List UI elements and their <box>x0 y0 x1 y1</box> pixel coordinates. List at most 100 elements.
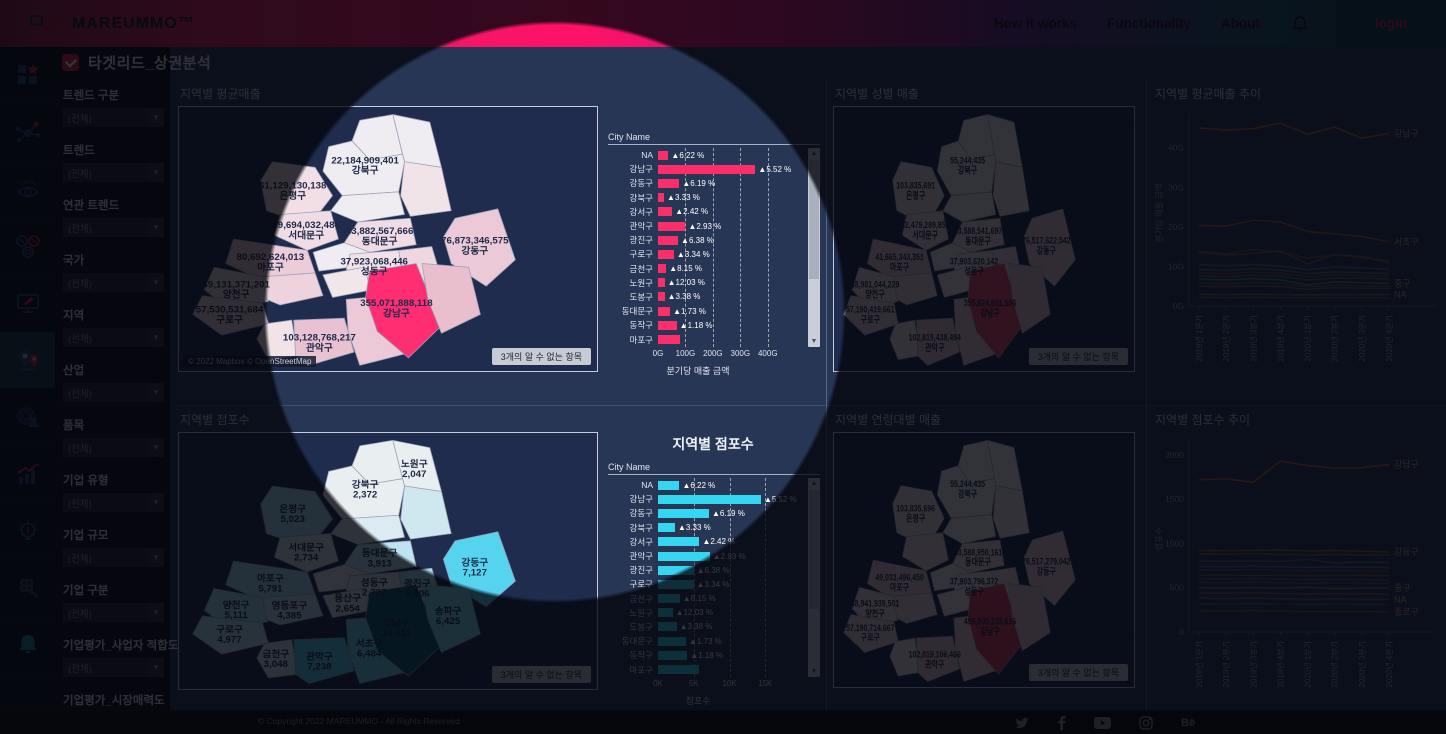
map-attribution[interactable]: © 2022 Mapbox © OpenStreetMap <box>183 356 317 367</box>
bar[interactable] <box>658 551 710 561</box>
sidebar-item-alerts[interactable] <box>0 617 55 674</box>
trend-line-NA[interactable] <box>1198 597 1390 601</box>
vertical-scrollbar[interactable]: ▲ ▼ <box>808 148 820 347</box>
filter-dropdown[interactable]: (전체) ▾ <box>63 438 164 457</box>
caret-down-icon[interactable]: ▾ <box>148 603 164 622</box>
district-seodaemun[interactable] <box>902 532 949 572</box>
trend-line[interactable] <box>1198 602 1390 606</box>
filter-dropdown[interactable]: (전체) ▾ <box>63 108 164 127</box>
district-jungnang[interactable] <box>400 485 452 540</box>
district-yeongdeungpo[interactable] <box>893 272 938 306</box>
bar[interactable] <box>658 650 688 660</box>
trend-line[interactable] <box>1198 569 1390 572</box>
sidebar-item-growth[interactable] <box>0 446 55 503</box>
bar[interactable] <box>658 622 677 632</box>
caret-down-icon[interactable]: ▾ <box>148 383 164 402</box>
sidebar-item-watch[interactable] <box>0 161 55 218</box>
district-seongbuk[interactable] <box>330 191 406 223</box>
bar[interactable] <box>658 164 756 174</box>
sidebar-item-trend-network[interactable] <box>0 104 55 161</box>
sidebar-item-identity[interactable] <box>0 389 55 446</box>
bar[interactable] <box>658 508 709 518</box>
filter-dropdown[interactable]: (전체) ▾ <box>63 548 164 567</box>
caret-down-icon[interactable]: ▾ <box>148 493 164 512</box>
filter-dropdown[interactable]: (전체) ▾ <box>63 273 164 292</box>
bar[interactable] <box>658 150 669 160</box>
caret-down-icon[interactable]: ▾ <box>148 108 164 127</box>
bar[interactable] <box>658 320 677 330</box>
bar[interactable] <box>658 594 680 604</box>
bar[interactable] <box>658 178 680 188</box>
caret-down-icon[interactable]: ▾ <box>148 328 164 347</box>
trend-line-강남구[interactable] <box>1198 460 1390 484</box>
unknown-items-badge[interactable]: 3개의 알 수 없는 항목 <box>1028 664 1128 681</box>
trend-line[interactable] <box>1198 263 1390 271</box>
filter-dropdown[interactable]: (전체) ▾ <box>63 328 164 347</box>
bar[interactable] <box>658 523 675 533</box>
district-jungnang[interactable] <box>992 161 1030 217</box>
trend-line[interactable] <box>1198 296 1390 299</box>
bar[interactable] <box>658 264 667 274</box>
nav-item-about[interactable]: About <box>1221 16 1260 31</box>
bar[interactable] <box>658 579 694 589</box>
vertical-scrollbar[interactable]: ▲ ▼ <box>808 478 820 677</box>
login-button[interactable]: login <box>1336 0 1446 47</box>
bar[interactable] <box>658 494 761 504</box>
youtube-icon[interactable] <box>1094 717 1111 729</box>
bar[interactable] <box>658 608 673 618</box>
filter-dropdown[interactable]: (전체) ▾ <box>63 218 164 237</box>
trend-line[interactable] <box>1198 565 1390 569</box>
trend-line-서초구[interactable] <box>1198 219 1390 243</box>
district-yeongdeungpo[interactable] <box>262 272 324 306</box>
bar[interactable] <box>658 306 671 316</box>
district-yeongdeungpo[interactable] <box>893 592 938 624</box>
filter-dropdown[interactable]: (전체) ▾ <box>63 163 164 182</box>
bar[interactable] <box>658 221 686 231</box>
notification-bell-icon[interactable] <box>1290 14 1310 34</box>
sidebar-item-insight[interactable]: ! <box>0 503 55 560</box>
sidebar-item-search[interactable] <box>0 560 55 617</box>
filter-dropdown[interactable]: (전체) ▾ <box>63 383 164 402</box>
trend-line-NA[interactable] <box>1198 293 1389 296</box>
filter-dropdown[interactable]: (전체) ▾ <box>63 658 164 677</box>
sidebar-item-process[interactable] <box>0 218 55 275</box>
app-logo[interactable]: MAREUMMO™ <box>30 13 195 35</box>
bar[interactable] <box>658 335 681 345</box>
bar[interactable] <box>658 537 700 547</box>
caret-down-icon[interactable]: ▾ <box>148 273 164 292</box>
trend-line[interactable] <box>1198 574 1390 577</box>
unknown-items-badge[interactable]: 3개의 알 수 없는 항목 <box>1028 348 1128 365</box>
sidebar-item-report[interactable] <box>0 275 55 332</box>
district-seongbuk[interactable] <box>330 514 406 545</box>
facebook-icon[interactable] <box>1058 716 1066 730</box>
filter-dropdown[interactable]: (전체) ▾ <box>63 603 164 622</box>
caret-down-icon[interactable]: ▾ <box>148 658 164 677</box>
twitter-icon[interactable] <box>1015 717 1030 730</box>
trend-line-종로구[interactable] <box>1198 609 1390 613</box>
district-jungnang[interactable] <box>400 161 452 217</box>
trend-line-강남구[interactable] <box>1198 122 1390 140</box>
bar[interactable] <box>658 665 700 675</box>
bar[interactable] <box>658 249 674 259</box>
bar[interactable] <box>658 292 665 302</box>
trend-line[interactable] <box>1198 553 1390 556</box>
trend-line[interactable] <box>1198 558 1390 564</box>
caret-down-icon[interactable]: ▾ <box>148 548 164 567</box>
bar[interactable] <box>658 480 680 490</box>
sidebar-item-location[interactable] <box>0 332 55 389</box>
filter-dropdown[interactable]: (전체) ▾ <box>63 493 164 512</box>
bar[interactable] <box>658 193 665 203</box>
trend-line[interactable] <box>1198 592 1390 595</box>
trend-line-중구[interactable] <box>1198 586 1390 590</box>
district-jungnang[interactable] <box>992 485 1030 539</box>
behance-icon[interactable]: Bē <box>1181 717 1196 729</box>
trend-line[interactable] <box>1198 577 1390 581</box>
instagram-icon[interactable] <box>1139 716 1153 730</box>
nav-item-functionality[interactable]: Functionality <box>1107 16 1192 31</box>
trend-line-강동구[interactable] <box>1198 549 1390 553</box>
bar[interactable] <box>658 207 673 217</box>
district-seongbuk[interactable] <box>942 191 997 223</box>
bar[interactable] <box>658 636 686 646</box>
